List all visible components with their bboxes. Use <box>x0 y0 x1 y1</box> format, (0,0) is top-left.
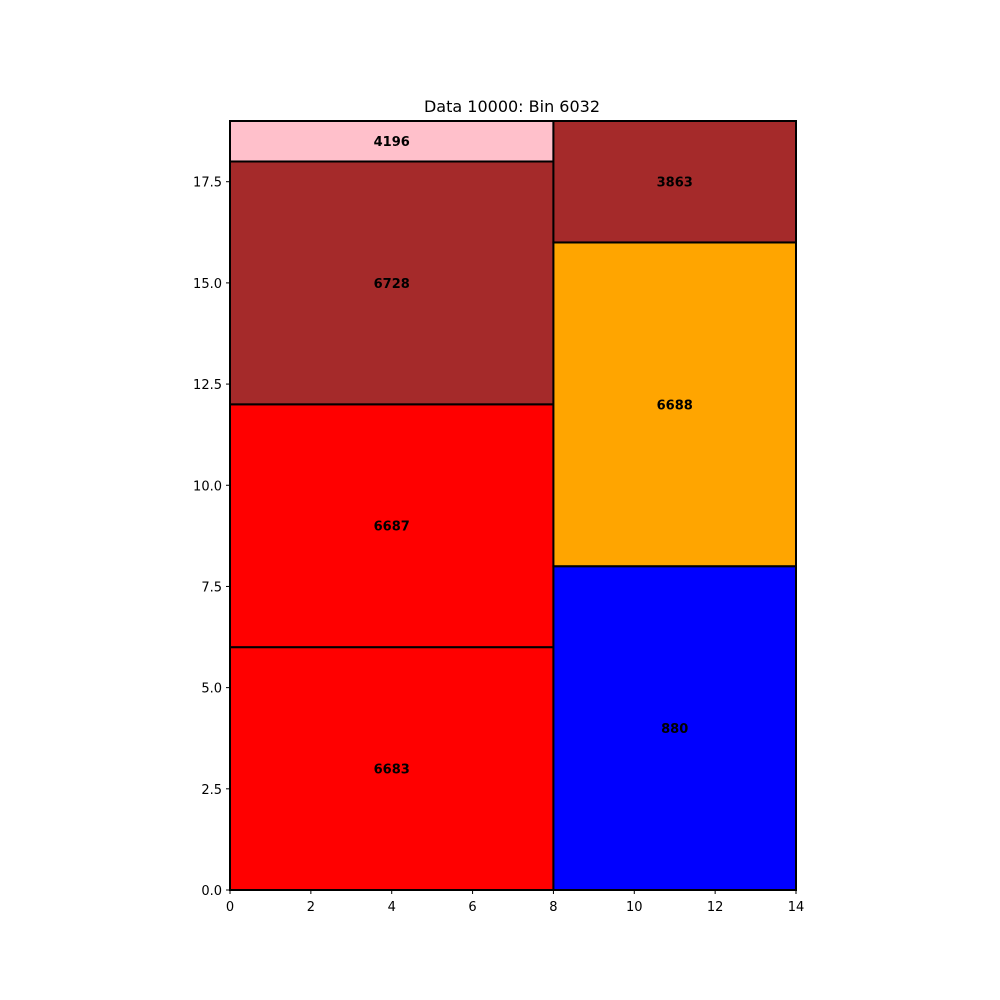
rectangles-layer: 6683 6687 6728 4196 880 6688 3863 <box>229 120 798 891</box>
rect-label-6688: 6688 <box>657 398 693 413</box>
x-tick-label: 10 <box>626 900 643 915</box>
x-tick-label: 12 <box>707 900 724 915</box>
rect-label-6687: 6687 <box>374 520 410 535</box>
y-tick-label: 15.0 <box>193 277 222 292</box>
x-tick-label: 14 <box>788 900 805 915</box>
x-tick-label: 4 <box>388 900 396 915</box>
y-tick-label: 12.5 <box>193 378 222 393</box>
y-tick-label: 7.5 <box>201 580 222 595</box>
y-tick-label: 2.5 <box>201 783 222 798</box>
rect-label-3863: 3863 <box>657 176 693 191</box>
y-tick-label: 0.0 <box>201 884 222 899</box>
rect-3863 <box>552 120 798 244</box>
rect-880 <box>552 565 798 891</box>
x-tick-label: 6 <box>468 900 476 915</box>
rect-label-4196: 4196 <box>374 135 410 150</box>
y-tick-label: 17.5 <box>193 176 222 191</box>
y-tick-label: 5.0 <box>201 682 222 697</box>
rect-label-6728: 6728 <box>374 277 410 292</box>
rect-6688 <box>552 241 798 568</box>
chart-title: Data 10000: Bin 6032 <box>424 97 600 116</box>
x-tick-label: 8 <box>549 900 557 915</box>
x-tick-label: 0 <box>226 900 234 915</box>
plot-frame <box>229 120 797 891</box>
rect-6687 <box>229 403 555 649</box>
y-tick-label: 10.0 <box>193 479 222 494</box>
rect-label-6683: 6683 <box>374 763 410 778</box>
x-tick-label: 2 <box>307 900 315 915</box>
axes-layer: 0 2 4 6 8 10 12 14 0.0 2.5 5.0 7.5 10.0 12.5 15.0 17.5 <box>193 120 805 915</box>
rect-6683 <box>229 646 555 891</box>
rect-label-880: 880 <box>661 722 688 737</box>
